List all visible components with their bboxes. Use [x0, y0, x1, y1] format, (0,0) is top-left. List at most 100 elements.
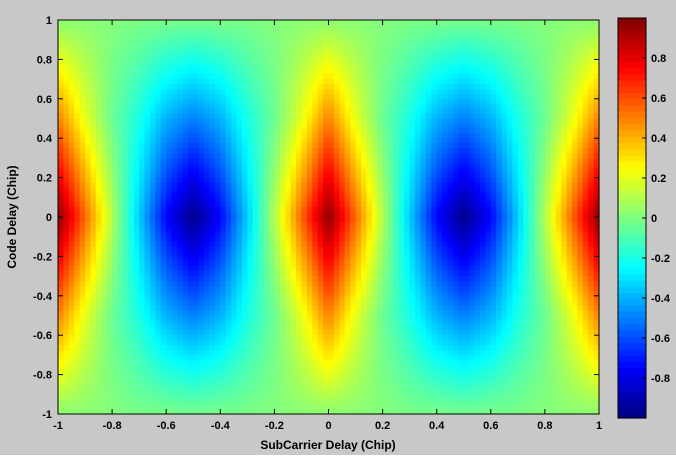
heatmap-cell: [588, 197, 595, 203]
heatmap-cell: [442, 261, 449, 267]
heatmap-cell: [133, 128, 140, 134]
heatmap-cell: [409, 44, 416, 51]
heatmap-cell: [436, 88, 443, 95]
heatmap-cell: [263, 236, 270, 243]
heatmap-cell: [225, 138, 232, 144]
heatmap-cell: [58, 162, 65, 169]
heatmap-cell: [539, 93, 546, 100]
heatmap-cell: [328, 103, 335, 110]
heatmap-cell: [301, 152, 308, 159]
heatmap-cell: [415, 217, 422, 223]
heatmap-cell: [68, 162, 75, 169]
heatmap-cell: [193, 157, 200, 164]
heatmap-cell: [79, 39, 86, 46]
heatmap-cell: [550, 88, 557, 95]
heatmap-cell: [328, 207, 335, 213]
heatmap-cell: [344, 108, 351, 115]
heatmap-cell: [452, 123, 459, 129]
heatmap-cell: [371, 69, 378, 75]
heatmap-cell: [588, 172, 595, 179]
heatmap-cell: [128, 64, 135, 70]
heatmap-cell: [577, 251, 584, 257]
heatmap-cell: [339, 226, 346, 233]
heatmap-cell: [469, 256, 476, 262]
heatmap-cell: [209, 34, 216, 41]
heatmap-cell: [306, 64, 313, 70]
heatmap-cell: [274, 261, 281, 267]
heatmap-cell: [366, 20, 373, 26]
heatmap-cell: [58, 108, 65, 115]
heatmap-cell: [398, 192, 405, 198]
heatmap-cell: [220, 133, 227, 139]
heatmap-cell: [263, 192, 270, 198]
heatmap-cell: [388, 148, 395, 154]
heatmap-cell: [225, 192, 232, 198]
heatmap-cell: [534, 172, 541, 179]
heatmap-cell: [274, 157, 281, 164]
heatmap-cell: [68, 88, 75, 95]
heatmap-cell: [144, 29, 151, 36]
heatmap-cell: [490, 108, 497, 115]
heatmap-cell: [155, 118, 162, 125]
heatmap-cell: [333, 236, 340, 243]
heatmap-cell: [496, 143, 503, 149]
heatmap-cell: [198, 207, 205, 213]
heatmap-cell: [328, 118, 335, 125]
heatmap-cell: [306, 128, 313, 134]
heatmap-cell: [344, 118, 351, 125]
heatmap-cell: [409, 172, 416, 179]
heatmap-cell: [593, 241, 600, 248]
heatmap-cell: [582, 177, 589, 184]
heatmap-cell: [523, 212, 530, 218]
heatmap-cell: [258, 24, 265, 31]
heatmap-cell: [312, 231, 319, 238]
heatmap-cell: [404, 207, 411, 213]
heatmap-cell: [469, 236, 476, 243]
heatmap-cell: [285, 202, 292, 208]
heatmap-cell: [458, 231, 465, 238]
heatmap-cell: [577, 246, 584, 253]
heatmap-cell: [436, 148, 443, 154]
heatmap-cell: [344, 98, 351, 105]
heatmap-cell: [258, 261, 265, 267]
heatmap-cell: [301, 93, 308, 100]
heatmap-cell: [561, 182, 568, 189]
heatmap-cell: [582, 74, 589, 80]
heatmap-cell: [577, 24, 584, 31]
heatmap-cell: [247, 34, 254, 41]
heatmap-cell: [214, 197, 221, 203]
heatmap-cell: [177, 24, 184, 31]
heatmap-cell: [231, 79, 238, 85]
heatmap-cell: [209, 93, 216, 100]
heatmap-cell: [323, 192, 330, 198]
heatmap-cell: [306, 177, 313, 184]
heatmap-cell: [539, 221, 546, 228]
heatmap-cell: [117, 152, 124, 159]
heatmap-cell: [133, 172, 140, 179]
heatmap-cell: [112, 98, 119, 105]
heatmap-cell: [339, 138, 346, 144]
heatmap-cell: [479, 172, 486, 179]
heatmap-cell: [517, 152, 524, 159]
heatmap-cell: [312, 128, 319, 134]
heatmap-cell: [312, 44, 319, 51]
heatmap-cell: [279, 202, 286, 208]
heatmap-cell: [182, 261, 189, 267]
heatmap-cell: [171, 49, 178, 56]
heatmap-cell: [225, 202, 232, 208]
heatmap-cell: [360, 182, 367, 189]
heatmap-cell: [306, 182, 313, 189]
heatmap-cell: [404, 172, 411, 179]
heatmap-cell: [258, 113, 265, 120]
heatmap-cell: [566, 54, 573, 60]
heatmap-cell: [182, 138, 189, 144]
heatmap-cell: [241, 167, 248, 174]
heatmap-cell: [561, 221, 568, 228]
heatmap-cell: [534, 88, 541, 95]
heatmap-cell: [447, 207, 454, 213]
heatmap-cell: [312, 143, 319, 149]
heatmap-cell: [485, 212, 492, 218]
heatmap-cell: [501, 202, 508, 208]
heatmap-cell: [485, 202, 492, 208]
heatmap-cell: [312, 79, 319, 85]
